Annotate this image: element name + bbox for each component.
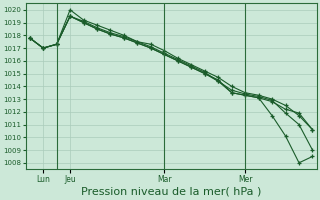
X-axis label: Pression niveau de la mer( hPa ): Pression niveau de la mer( hPa ): [81, 187, 261, 197]
